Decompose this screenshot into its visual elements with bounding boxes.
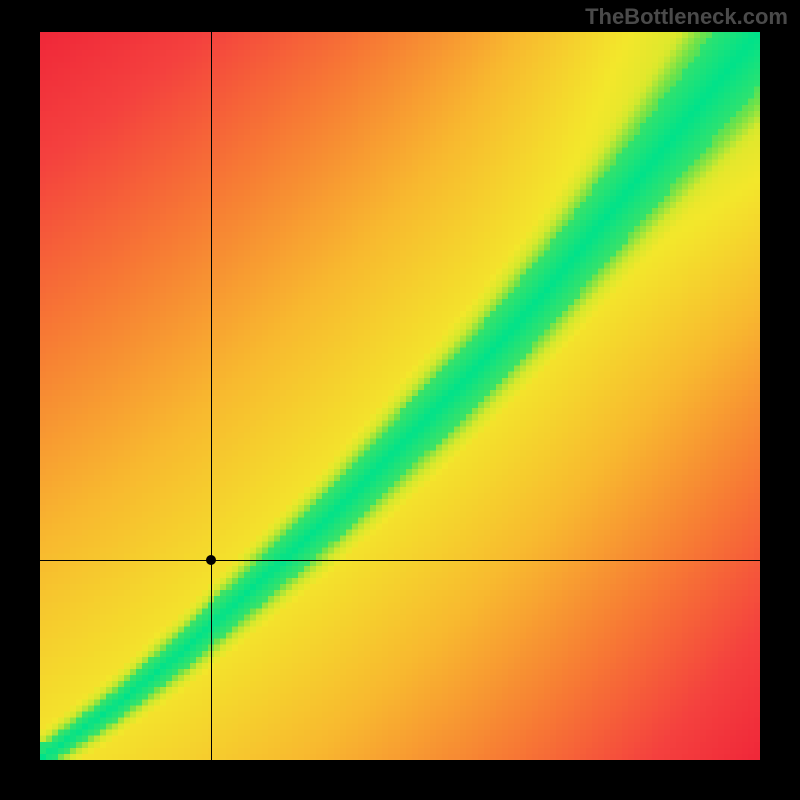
heatmap-plot <box>40 32 760 760</box>
crosshair-horizontal <box>40 560 760 561</box>
crosshair-marker <box>206 555 216 565</box>
heatmap-canvas <box>40 32 760 760</box>
watermark-text: TheBottleneck.com <box>585 4 788 30</box>
crosshair-vertical <box>211 32 212 760</box>
